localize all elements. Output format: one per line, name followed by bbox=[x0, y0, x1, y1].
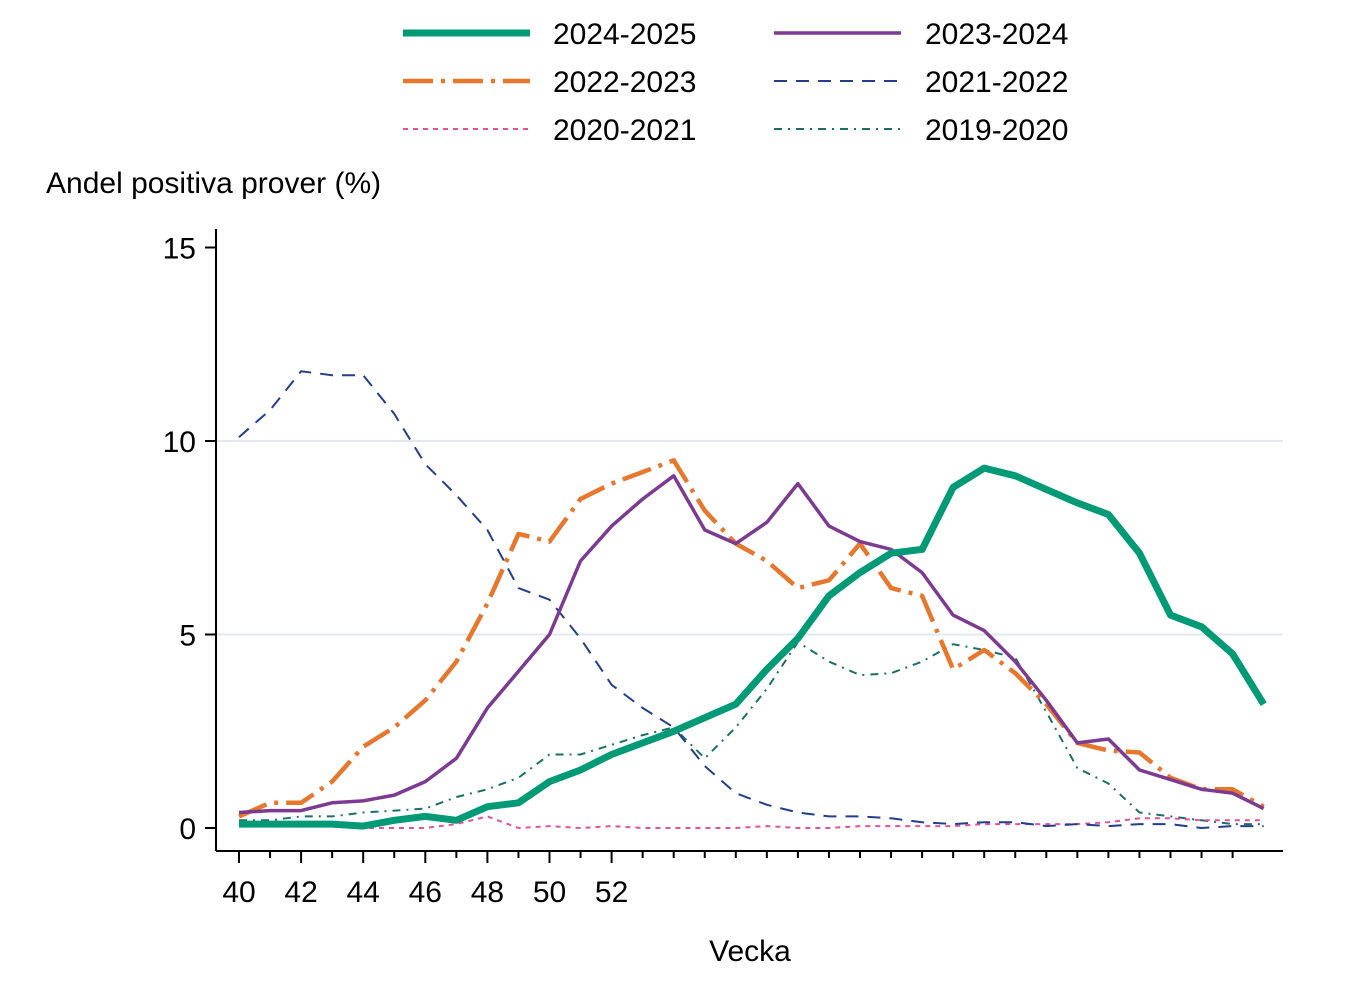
x-tick-label: 44 bbox=[347, 876, 380, 909]
series-lines bbox=[238, 370, 1267, 830]
x-tick-label: 46 bbox=[409, 876, 442, 909]
legend-label-2023-2024: 2023-2024 bbox=[925, 18, 1068, 51]
axes bbox=[215, 229, 1283, 852]
x-tick-label: 52 bbox=[595, 876, 628, 909]
series-line-2020-2021 bbox=[239, 815, 1264, 829]
legend: 2024-2025 2023-2024 2022-2023 2021-2022 2020… bbox=[403, 18, 1068, 147]
series-line-2019-2020 bbox=[239, 641, 1264, 826]
series-line-2021-2022 bbox=[238, 370, 1264, 829]
x-ticks: 40 42 44 46 48 50 52 bbox=[222, 851, 1234, 909]
y-tick-label: 10 bbox=[163, 426, 196, 459]
x-tick-label: 48 bbox=[471, 876, 504, 909]
gridlines bbox=[216, 440, 1283, 636]
x-axis-label: Vecka bbox=[709, 935, 791, 968]
x-tick-label: 42 bbox=[284, 876, 317, 909]
x-tick-label: 40 bbox=[222, 876, 255, 909]
y-tick-label: 15 bbox=[163, 233, 196, 266]
y-ticks: 0 5 10 15 bbox=[163, 233, 216, 846]
y-tick-label: 5 bbox=[179, 620, 196, 653]
legend-label-2019-2020: 2019-2020 bbox=[925, 114, 1068, 147]
series-line-2022-2023 bbox=[238, 458, 1265, 819]
legend-label-2020-2021: 2020-2021 bbox=[553, 114, 696, 147]
y-tick-label: 0 bbox=[179, 813, 196, 846]
legend-label-2022-2023: 2022-2023 bbox=[553, 66, 696, 99]
legend-label-2024-2025: 2024-2025 bbox=[553, 18, 696, 51]
legend-label-2021-2022: 2021-2022 bbox=[925, 66, 1068, 99]
x-tick-label: 50 bbox=[533, 876, 566, 909]
series-line-2023-2024 bbox=[238, 474, 1265, 815]
series-line-2024-2025 bbox=[239, 464, 1267, 830]
y-axis-label: Andel positiva prover (%) bbox=[46, 167, 381, 200]
